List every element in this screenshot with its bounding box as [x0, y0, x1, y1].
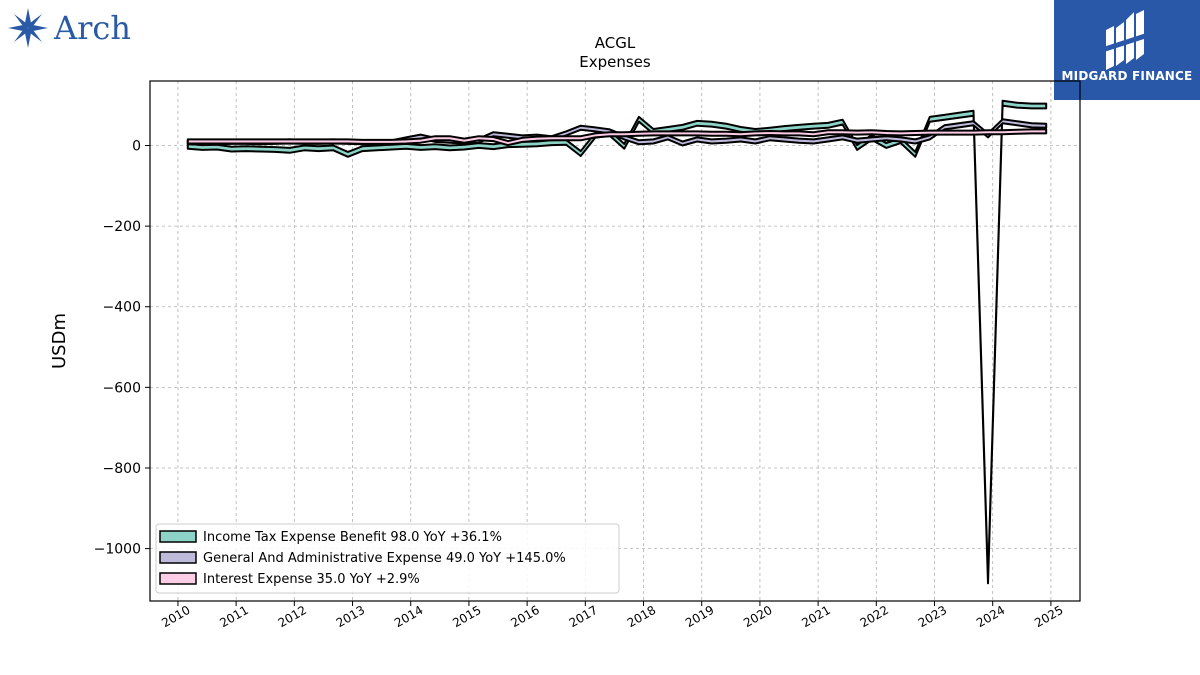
arch-logo-text: Arch	[53, 9, 131, 47]
x-tick-label: 2011	[217, 603, 250, 630]
x-tick-label: 2015	[450, 603, 483, 630]
x-tick-label: 2016	[508, 603, 541, 630]
y-axis-label: USDm	[49, 313, 70, 369]
x-tick-label: 2013	[334, 603, 367, 630]
x-tick-label: 2023	[916, 603, 949, 630]
chart-subtitle: Expenses	[579, 53, 651, 71]
y-tick-label: −800	[103, 461, 141, 477]
x-tick-label: 2014	[392, 603, 425, 630]
midgard-finance-logo: MIDGARD FINANCE	[1054, 0, 1200, 100]
y-tick-label: −200	[103, 219, 141, 235]
y-tick-label: −600	[103, 380, 141, 396]
plot-frame	[149, 80, 1081, 602]
legend-label: Income Tax Expense Benefit 98.0 YoY +36.…	[203, 530, 502, 545]
x-tick-label: 2017	[567, 603, 600, 630]
legend: Income Tax Expense Benefit 98.0 YoY +36.…	[155, 523, 620, 594]
x-tick-label: 2012	[276, 603, 309, 630]
x-tick-label: 2019	[683, 603, 716, 630]
y-tick-label: −400	[103, 300, 141, 316]
x-tick-label: 2010	[159, 603, 192, 630]
star-icon	[8, 8, 48, 48]
legend-label: Interest Expense 35.0 YoY +2.9%	[203, 572, 420, 587]
midgard-finance-text: MIDGARD FINANCE	[1061, 69, 1193, 83]
arch-logo: Arch	[4, 4, 144, 54]
legend-box	[155, 523, 620, 594]
legend-swatch	[159, 551, 197, 564]
midgard-emblem-icon	[1104, 10, 1146, 70]
x-tick-label: 2024	[974, 603, 1007, 630]
grid	[150, 81, 1080, 601]
legend-swatch	[159, 572, 197, 585]
x-tick-label: 2025	[1032, 603, 1065, 630]
legend-label: General And Administrative Expense 49.0 …	[203, 551, 566, 566]
x-tick-label: 2022	[858, 603, 891, 630]
series-layer	[186, 99, 1048, 585]
chart-title: ACGL	[595, 34, 636, 52]
series-band-3	[186, 128, 1048, 147]
x-tick-label: 2020	[741, 603, 774, 630]
x-tick-label: 2021	[799, 603, 832, 630]
y-tick-label: 0	[132, 138, 141, 154]
series-band-1	[186, 99, 1048, 585]
legend-swatch	[159, 530, 197, 543]
y-tick-label: −1000	[94, 542, 141, 558]
x-tick-label: 2018	[625, 603, 658, 630]
